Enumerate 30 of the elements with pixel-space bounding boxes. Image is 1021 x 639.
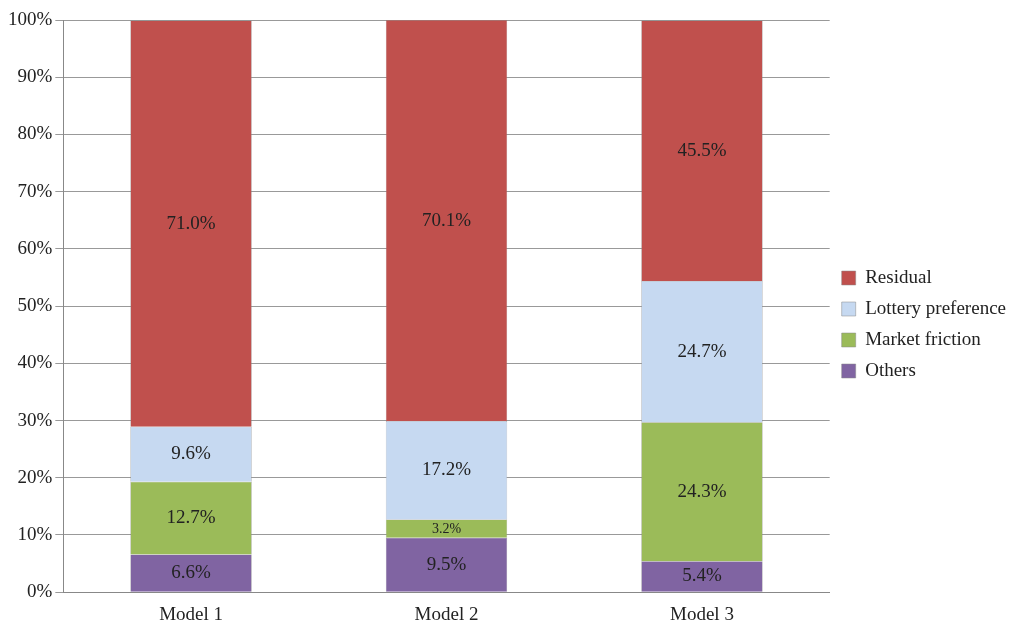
y-tick-label: 0% — [27, 580, 53, 602]
y-tick-label: 30% — [17, 408, 53, 430]
data-label: 17.2% — [421, 458, 472, 480]
x-tick-label: Model 1 — [159, 602, 223, 624]
data-label: 24.7% — [677, 339, 727, 361]
y-tick-label: 40% — [17, 351, 53, 373]
legend-label: Lottery preference — [865, 296, 1007, 318]
data-label: 71.0% — [166, 211, 216, 233]
legend-label: Others — [865, 358, 916, 380]
x-tick-label: Model 3 — [670, 602, 734, 624]
data-label: 24.3% — [677, 479, 727, 501]
y-tick-label: 60% — [17, 236, 53, 258]
data-label: 9.5% — [426, 552, 467, 574]
data-label: 5.4% — [682, 564, 722, 586]
data-label: 70.1% — [421, 208, 472, 230]
y-tick-label: 70% — [17, 179, 53, 201]
y-tick-label: 80% — [17, 122, 53, 144]
data-label: 12.7% — [166, 506, 216, 528]
x-tick-label: Model 2 — [414, 602, 479, 624]
data-label: 6.6% — [171, 561, 212, 583]
y-tick-label: 90% — [17, 65, 53, 87]
y-tick-label: 50% — [17, 294, 53, 316]
y-tick-label: 100% — [8, 7, 53, 29]
y-tick-label: 20% — [17, 465, 53, 487]
legend-label: Market friction — [865, 327, 982, 349]
data-label: 45.5% — [677, 138, 727, 160]
legend-label: Residual — [865, 265, 932, 287]
data-label: 3.2% — [431, 521, 462, 537]
data-label: 9.6% — [171, 442, 212, 464]
y-tick-label: 10% — [17, 522, 53, 544]
